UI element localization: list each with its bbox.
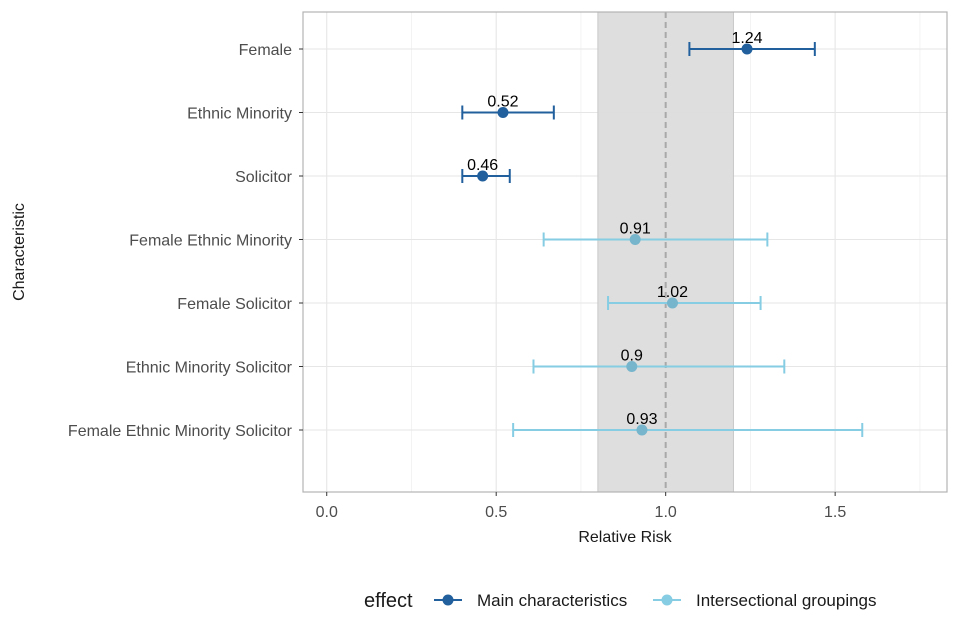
data-point	[629, 234, 641, 245]
x-tick-label: 0.0	[316, 504, 338, 521]
data-label: 1.24	[731, 30, 762, 47]
data-label: 0.52	[487, 94, 518, 111]
plot-panel: 1.24 0.52 0.46 0.91 1.02 0.9 0.93	[302, 11, 948, 493]
y-tick-label: Female Ethnic Minority Solicitor	[68, 423, 293, 440]
y-tick-label: Solicitor	[235, 169, 293, 186]
x-axis-title: Relative Risk	[578, 529, 672, 546]
data-point	[666, 297, 678, 309]
data-point	[497, 107, 509, 118]
y-tick-label: Ethnic Minority	[187, 106, 292, 123]
series-intersectional-groupings: 0.91 1.02 0.9 0.93	[512, 221, 864, 437]
y-axis-tick-labels: Female Ethnic Minority Solicitor Female Eth…	[68, 42, 303, 440]
x-tick-label: 1.5	[824, 504, 846, 521]
y-tick-label: Female	[239, 42, 292, 59]
panel-border	[302, 11, 948, 493]
legend: effect Main characteristics Intersectiona…	[364, 590, 877, 612]
legend-entry: Intersectional groupings	[696, 591, 877, 610]
data-label: 0.9	[621, 348, 643, 365]
y-axis-title: Characteristic	[11, 203, 28, 301]
x-tick-label: 0.5	[485, 504, 507, 521]
data-point	[626, 361, 638, 372]
y-tick-label: Ethnic Minority Solicitor	[126, 360, 293, 377]
data-point	[741, 43, 753, 55]
y-tick-label: Female Ethnic Minority	[129, 233, 292, 250]
legend-title: effect	[364, 590, 413, 612]
data-label: 1.02	[657, 284, 688, 301]
legend-key-point	[442, 594, 454, 606]
legend-key-point	[661, 594, 673, 606]
data-label: 0.91	[620, 221, 651, 238]
data-point	[477, 170, 489, 182]
x-axis-tick-labels: 0.0 0.5 1.0 1.5	[316, 492, 846, 521]
x-tick-label: 1.0	[655, 504, 677, 521]
y-tick-label: Female Solicitor	[177, 296, 292, 313]
data-label: 0.93	[626, 411, 657, 428]
series-main-characteristics: 1.24 0.52 0.46	[461, 30, 816, 183]
legend-entry: Main characteristics	[477, 591, 627, 610]
data-point	[636, 424, 648, 436]
data-label: 0.46	[467, 157, 498, 174]
